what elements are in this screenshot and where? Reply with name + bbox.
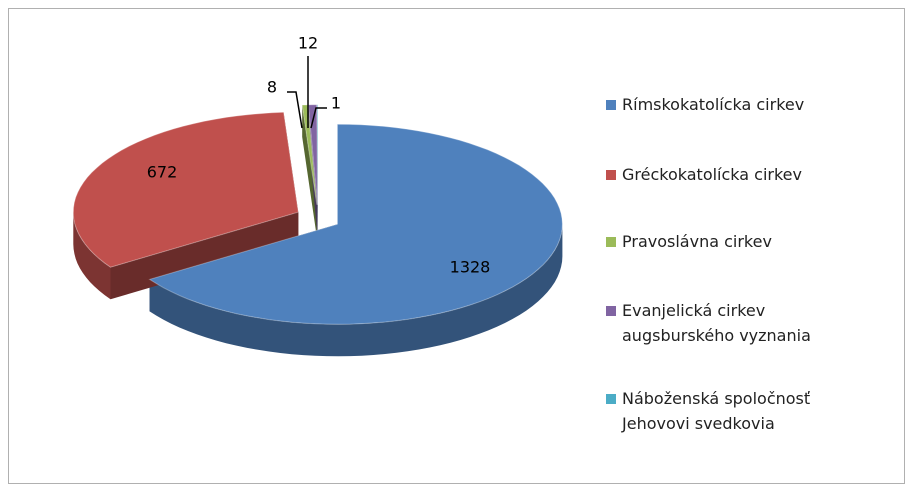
legend-label: Náboženská spoločnosť Jehovovi svedkovia [622, 389, 811, 433]
frame [8, 8, 905, 484]
legend-item: Gréckokatolícka cirkev [606, 162, 906, 187]
legend-item: Evanjelická cirkev augsburského vyznania [606, 298, 906, 348]
leader-line [310, 107, 327, 129]
legend: Rímskokatolícka cirkev Gréckokatolícka ci… [606, 92, 906, 436]
legend-label: Evanjelická cirkev augsburského vyznania [622, 301, 811, 345]
legend-swatch [606, 100, 616, 110]
data-label: 8 [267, 78, 277, 97]
legend-swatch [606, 306, 616, 316]
leader-line [287, 91, 303, 129]
slice [316, 104, 319, 205]
slice [301, 104, 318, 205]
slice-side [302, 105, 317, 237]
legend-item: Pravoslávna cirkev [606, 229, 906, 254]
legend-item: Rímskokatolícka cirkev [606, 92, 906, 117]
slice-side [317, 104, 318, 237]
legend-item: Náboženská spoločnosť Jehovovi svedkovia [606, 386, 906, 436]
slice [148, 123, 563, 325]
legend-swatch [606, 394, 616, 404]
legend-swatch [606, 237, 616, 247]
data-label: 1328 [450, 258, 491, 277]
data-label: 672 [147, 163, 178, 182]
slice-wall [149, 224, 563, 357]
slice [72, 111, 299, 268]
legend-label: Gréckokatolícka cirkev [622, 165, 802, 184]
legend-swatch [606, 170, 616, 180]
data-label: 12 [298, 34, 318, 53]
legend-label: Rímskokatolícka cirkev [622, 95, 805, 114]
data-label: 1 [331, 94, 341, 113]
legend-label: Pravoslávna cirkev [622, 232, 772, 251]
slice [307, 104, 318, 205]
slice-wall [73, 212, 111, 300]
